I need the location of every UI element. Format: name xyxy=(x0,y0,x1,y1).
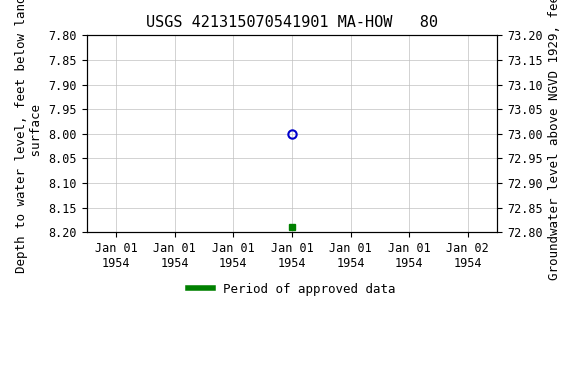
Y-axis label: Depth to water level, feet below land
 surface: Depth to water level, feet below land su… xyxy=(15,0,43,273)
Y-axis label: Groundwater level above NGVD 1929, feet: Groundwater level above NGVD 1929, feet xyxy=(548,0,561,280)
Legend: Period of approved data: Period of approved data xyxy=(183,278,401,301)
Title: USGS 421315070541901 MA-HOW   80: USGS 421315070541901 MA-HOW 80 xyxy=(146,15,438,30)
